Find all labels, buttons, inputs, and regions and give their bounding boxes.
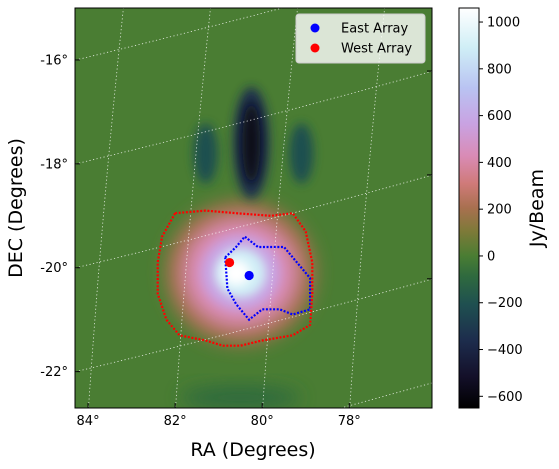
x-tick-label: 80° bbox=[251, 414, 274, 429]
sidelobe-outer bbox=[180, 385, 301, 408]
legend-marker-east-array bbox=[310, 23, 320, 33]
contour-east-array bbox=[224, 235, 312, 322]
colorbar-tick-label: −200 bbox=[487, 296, 523, 311]
colorbar-label: Jy/Beam bbox=[526, 169, 548, 248]
point-east-array bbox=[244, 270, 254, 281]
colorbar-tick-label: 800 bbox=[487, 62, 512, 77]
colorbar-tick-label: 600 bbox=[487, 109, 512, 124]
points-layer bbox=[224, 257, 254, 281]
y-axis-label: DEC (Degrees) bbox=[5, 138, 27, 278]
point-west-array bbox=[224, 257, 235, 268]
colorbar-gradient bbox=[458, 7, 480, 409]
colorbar-tick-label: 1000 bbox=[487, 16, 520, 31]
x-tick-label: 78° bbox=[338, 414, 361, 429]
x-tick-label: 84° bbox=[77, 414, 100, 429]
sidelobe-outer bbox=[289, 123, 314, 184]
axis-ticks: 84° 82° 80° 78° -16° -18° -20° -22° bbox=[40, 53, 432, 429]
source-emission bbox=[165, 200, 316, 345]
legend-box bbox=[295, 13, 426, 64]
contour-layer bbox=[156, 209, 314, 347]
legend-marker-west-array bbox=[310, 43, 320, 53]
colorbar-tick-label: 400 bbox=[487, 156, 512, 171]
plot-area bbox=[75, 8, 432, 408]
legend-label-west-array: West Array bbox=[341, 42, 412, 57]
sidelobe-emission bbox=[233, 87, 270, 200]
contour-west-array bbox=[156, 209, 314, 347]
sidelobe-core bbox=[242, 103, 261, 184]
y-tick-label: -22° bbox=[40, 365, 68, 380]
sidelobe-outer bbox=[193, 123, 218, 184]
y-tick-label: -20° bbox=[40, 261, 68, 276]
sidelobe-emission bbox=[193, 123, 218, 184]
sidelobe-emission bbox=[289, 123, 314, 184]
colorbar-tick-label: −600 bbox=[487, 390, 523, 405]
y-tick-label: -16° bbox=[40, 53, 68, 68]
colorbar-tick-label: −400 bbox=[487, 343, 523, 358]
plot-frame bbox=[74, 7, 433, 409]
colorbar-ticks: −600 −400 −200 0 200 400 600 800 1000 bbox=[479, 16, 523, 405]
x-tick-label: 82° bbox=[164, 414, 187, 429]
colorbar-tick-label: 0 bbox=[487, 249, 495, 264]
legend: East Array West Array bbox=[295, 13, 426, 64]
legend-label-east-array: East Array bbox=[341, 22, 409, 37]
colorbar-tick-label: 200 bbox=[487, 203, 512, 218]
sidelobe-emission bbox=[180, 385, 301, 408]
colorbar: −600 −400 −200 0 200 400 600 800 1000 Jy/Beam bbox=[458, 7, 548, 409]
x-axis-label: RA (Degrees) bbox=[190, 439, 315, 461]
y-tick-label: -18° bbox=[40, 157, 68, 172]
